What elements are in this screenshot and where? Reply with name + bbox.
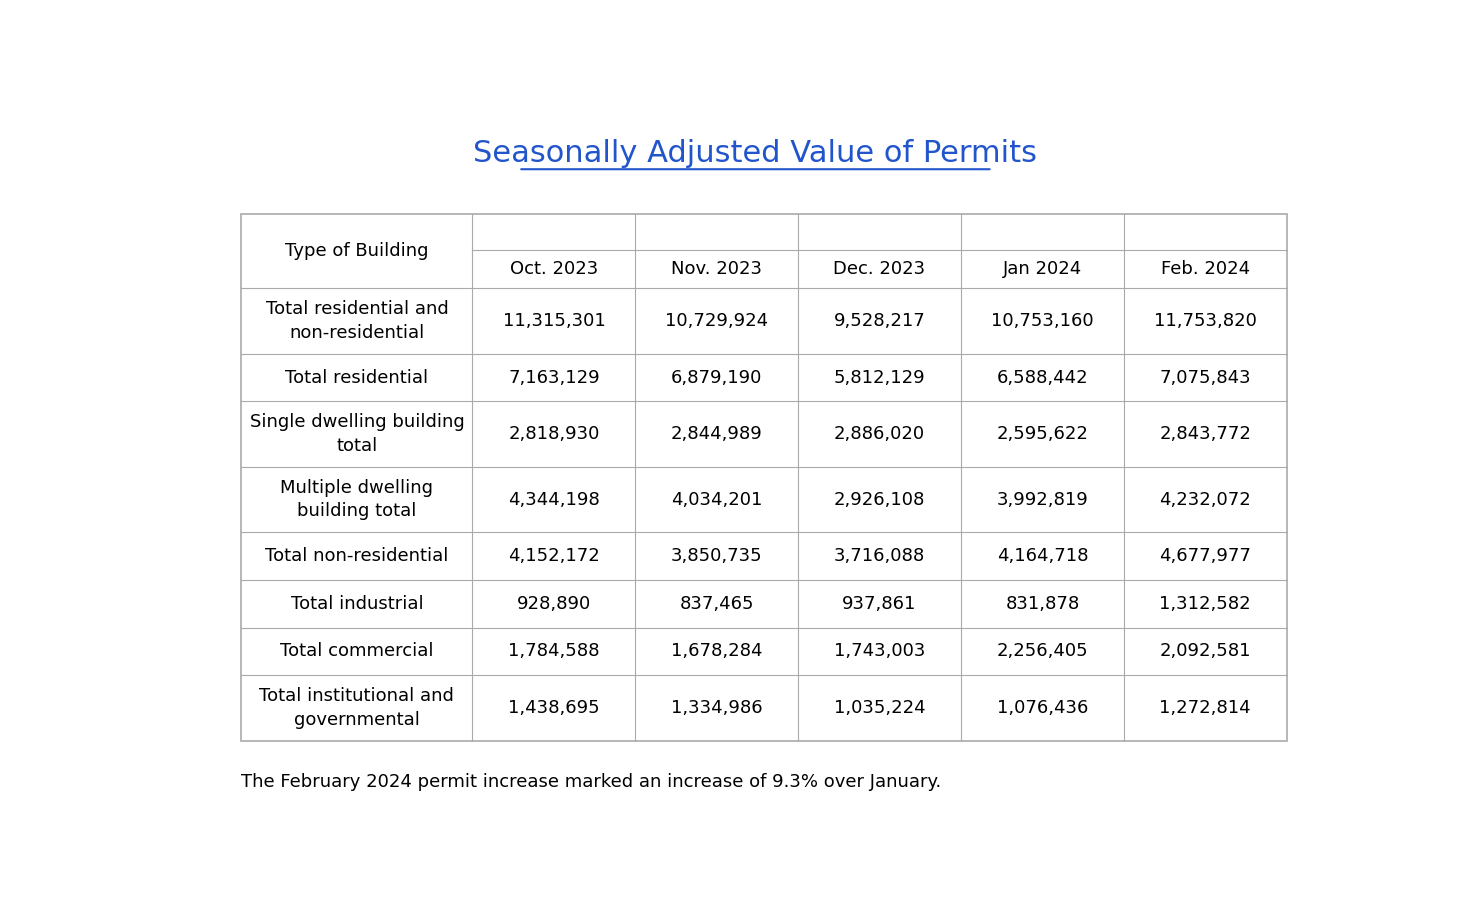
Text: Nov. 2023: Nov. 2023 bbox=[671, 260, 762, 278]
Text: 6,588,442: 6,588,442 bbox=[996, 369, 1088, 386]
Text: 1,272,814: 1,272,814 bbox=[1160, 699, 1251, 717]
Text: 2,818,930: 2,818,930 bbox=[509, 425, 600, 444]
Text: Total non-residential: Total non-residential bbox=[265, 547, 448, 565]
Text: Dec. 2023: Dec. 2023 bbox=[833, 260, 926, 278]
Text: Seasonally Adjusted Value of Permits: Seasonally Adjusted Value of Permits bbox=[473, 140, 1038, 168]
Text: 2,926,108: 2,926,108 bbox=[834, 491, 926, 508]
Text: 1,438,695: 1,438,695 bbox=[509, 699, 600, 717]
Text: 5,812,129: 5,812,129 bbox=[834, 369, 926, 386]
Text: 4,344,198: 4,344,198 bbox=[509, 491, 600, 508]
Text: 2,844,989: 2,844,989 bbox=[671, 425, 762, 444]
Text: 4,677,977: 4,677,977 bbox=[1159, 547, 1251, 565]
Text: 937,861: 937,861 bbox=[842, 595, 917, 613]
Text: 837,465: 837,465 bbox=[680, 595, 755, 613]
Text: 831,878: 831,878 bbox=[1005, 595, 1079, 613]
Text: 10,729,924: 10,729,924 bbox=[665, 312, 768, 330]
Text: Total industrial: Total industrial bbox=[290, 595, 423, 613]
Text: 1,743,003: 1,743,003 bbox=[834, 642, 926, 661]
Text: 1,678,284: 1,678,284 bbox=[671, 642, 762, 661]
Text: 4,034,201: 4,034,201 bbox=[671, 491, 762, 508]
Text: 2,886,020: 2,886,020 bbox=[834, 425, 926, 444]
Text: 11,315,301: 11,315,301 bbox=[503, 312, 606, 330]
Text: 1,312,582: 1,312,582 bbox=[1160, 595, 1251, 613]
Text: 2,092,581: 2,092,581 bbox=[1160, 642, 1251, 661]
Text: 10,753,160: 10,753,160 bbox=[991, 312, 1094, 330]
Text: 3,850,735: 3,850,735 bbox=[671, 547, 762, 565]
Text: 3,716,088: 3,716,088 bbox=[834, 547, 926, 565]
Text: 4,164,718: 4,164,718 bbox=[996, 547, 1088, 565]
Text: Single dwelling building
total: Single dwelling building total bbox=[249, 413, 464, 455]
Text: The February 2024 permit increase marked an increase of 9.3% over January.: The February 2024 permit increase marked… bbox=[242, 772, 942, 791]
Text: 11,753,820: 11,753,820 bbox=[1154, 312, 1257, 330]
Text: Feb. 2024: Feb. 2024 bbox=[1160, 260, 1250, 278]
Text: 1,035,224: 1,035,224 bbox=[834, 699, 926, 717]
Text: 1,076,436: 1,076,436 bbox=[996, 699, 1088, 717]
Text: Total residential: Total residential bbox=[286, 369, 429, 386]
Text: 9,528,217: 9,528,217 bbox=[834, 312, 926, 330]
Text: 4,232,072: 4,232,072 bbox=[1160, 491, 1251, 508]
Text: Oct. 2023: Oct. 2023 bbox=[510, 260, 598, 278]
Text: 3,992,819: 3,992,819 bbox=[996, 491, 1088, 508]
Text: 2,843,772: 2,843,772 bbox=[1159, 425, 1251, 444]
Text: 1,334,986: 1,334,986 bbox=[671, 699, 762, 717]
Text: Multiple dwelling
building total: Multiple dwelling building total bbox=[280, 479, 433, 520]
Text: Total residential and
non-residential: Total residential and non-residential bbox=[265, 300, 448, 342]
Text: Total institutional and
governmental: Total institutional and governmental bbox=[259, 687, 454, 729]
Text: Type of Building: Type of Building bbox=[284, 242, 429, 261]
Text: 928,890: 928,890 bbox=[517, 595, 591, 613]
Text: 2,256,405: 2,256,405 bbox=[996, 642, 1088, 661]
Text: 4,152,172: 4,152,172 bbox=[509, 547, 600, 565]
Text: Total commercial: Total commercial bbox=[280, 642, 433, 661]
Text: 7,163,129: 7,163,129 bbox=[509, 369, 600, 386]
Text: 7,075,843: 7,075,843 bbox=[1160, 369, 1251, 386]
Text: 6,879,190: 6,879,190 bbox=[671, 369, 762, 386]
Text: 2,595,622: 2,595,622 bbox=[996, 425, 1088, 444]
Text: 1,784,588: 1,784,588 bbox=[509, 642, 600, 661]
Text: Jan 2024: Jan 2024 bbox=[1002, 260, 1082, 278]
